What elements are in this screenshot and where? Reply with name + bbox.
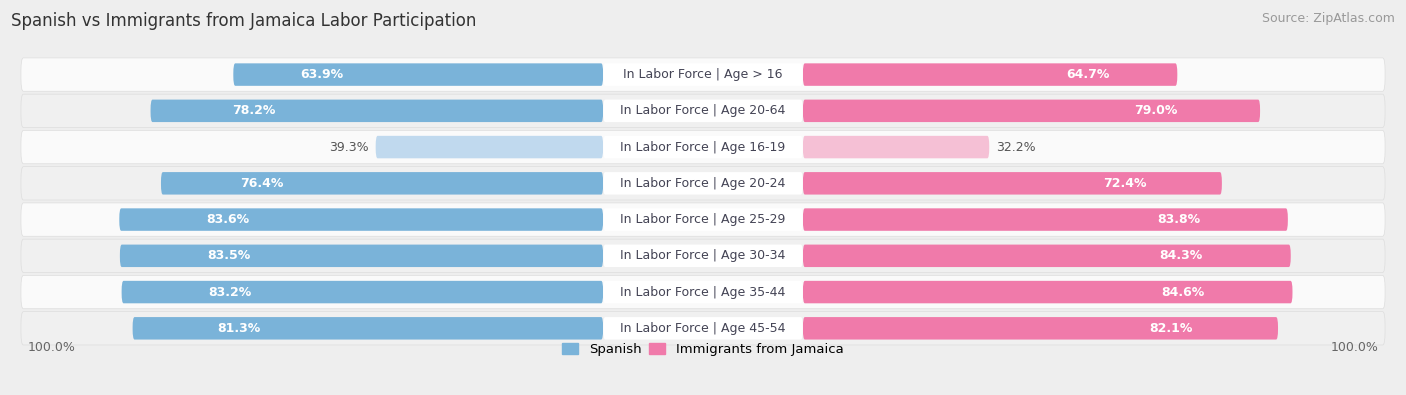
- Text: 78.2%: 78.2%: [232, 104, 276, 117]
- FancyBboxPatch shape: [132, 317, 603, 340]
- Text: 32.2%: 32.2%: [995, 141, 1036, 154]
- FancyBboxPatch shape: [603, 63, 803, 86]
- Text: In Labor Force | Age 35-44: In Labor Force | Age 35-44: [620, 286, 786, 299]
- FancyBboxPatch shape: [803, 208, 1288, 231]
- Text: 64.7%: 64.7%: [1067, 68, 1109, 81]
- FancyBboxPatch shape: [21, 94, 1385, 128]
- Text: 100.0%: 100.0%: [1330, 341, 1378, 354]
- FancyBboxPatch shape: [160, 172, 603, 195]
- FancyBboxPatch shape: [233, 63, 603, 86]
- Text: In Labor Force | Age 20-64: In Labor Force | Age 20-64: [620, 104, 786, 117]
- FancyBboxPatch shape: [803, 281, 1292, 303]
- Text: Source: ZipAtlas.com: Source: ZipAtlas.com: [1261, 12, 1395, 25]
- FancyBboxPatch shape: [603, 245, 803, 267]
- FancyBboxPatch shape: [803, 63, 1177, 86]
- Text: In Labor Force | Age 25-29: In Labor Force | Age 25-29: [620, 213, 786, 226]
- Text: 76.4%: 76.4%: [240, 177, 284, 190]
- FancyBboxPatch shape: [603, 136, 803, 158]
- Text: 83.6%: 83.6%: [207, 213, 249, 226]
- Text: 84.6%: 84.6%: [1161, 286, 1205, 299]
- FancyBboxPatch shape: [21, 203, 1385, 236]
- Legend: Spanish, Immigrants from Jamaica: Spanish, Immigrants from Jamaica: [557, 337, 849, 361]
- FancyBboxPatch shape: [21, 239, 1385, 273]
- Text: Spanish vs Immigrants from Jamaica Labor Participation: Spanish vs Immigrants from Jamaica Labor…: [11, 12, 477, 30]
- Text: In Labor Force | Age > 16: In Labor Force | Age > 16: [623, 68, 783, 81]
- Text: In Labor Force | Age 16-19: In Labor Force | Age 16-19: [620, 141, 786, 154]
- FancyBboxPatch shape: [21, 275, 1385, 309]
- FancyBboxPatch shape: [803, 136, 990, 158]
- Text: In Labor Force | Age 30-34: In Labor Force | Age 30-34: [620, 249, 786, 262]
- FancyBboxPatch shape: [375, 136, 603, 158]
- FancyBboxPatch shape: [120, 208, 603, 231]
- Text: 82.1%: 82.1%: [1149, 322, 1192, 335]
- Text: In Labor Force | Age 45-54: In Labor Force | Age 45-54: [620, 322, 786, 335]
- FancyBboxPatch shape: [21, 167, 1385, 200]
- FancyBboxPatch shape: [120, 245, 603, 267]
- FancyBboxPatch shape: [150, 100, 603, 122]
- FancyBboxPatch shape: [21, 58, 1385, 91]
- Text: 83.8%: 83.8%: [1157, 213, 1201, 226]
- FancyBboxPatch shape: [21, 130, 1385, 164]
- FancyBboxPatch shape: [803, 245, 1291, 267]
- FancyBboxPatch shape: [603, 208, 803, 231]
- FancyBboxPatch shape: [803, 172, 1222, 195]
- FancyBboxPatch shape: [803, 100, 1260, 122]
- Text: 79.0%: 79.0%: [1135, 104, 1178, 117]
- Text: 81.3%: 81.3%: [218, 322, 260, 335]
- Text: 84.3%: 84.3%: [1160, 249, 1204, 262]
- Text: 100.0%: 100.0%: [28, 341, 76, 354]
- FancyBboxPatch shape: [21, 312, 1385, 345]
- FancyBboxPatch shape: [121, 281, 603, 303]
- Text: 63.9%: 63.9%: [299, 68, 343, 81]
- Text: 39.3%: 39.3%: [329, 141, 368, 154]
- FancyBboxPatch shape: [603, 317, 803, 340]
- FancyBboxPatch shape: [603, 172, 803, 195]
- FancyBboxPatch shape: [603, 281, 803, 303]
- Text: In Labor Force | Age 20-24: In Labor Force | Age 20-24: [620, 177, 786, 190]
- Text: 83.2%: 83.2%: [208, 286, 252, 299]
- FancyBboxPatch shape: [803, 317, 1278, 340]
- Text: 83.5%: 83.5%: [207, 249, 250, 262]
- FancyBboxPatch shape: [603, 100, 803, 122]
- Text: 72.4%: 72.4%: [1102, 177, 1146, 190]
